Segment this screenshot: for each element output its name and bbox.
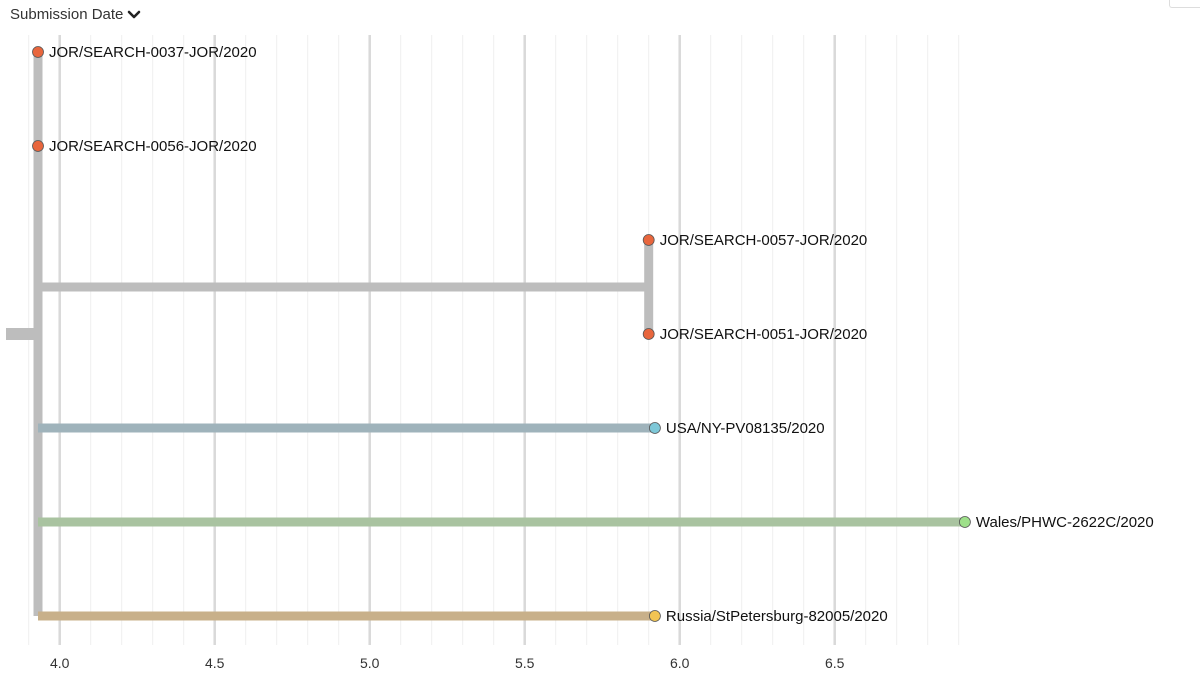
tip-node[interactable] [642,328,655,340]
tip-label: USA/NY-PV08135/2020 [666,420,825,437]
x-axis-ticks: 4.0 4.5 5.0 5.5 6.0 6.5 [50,655,845,671]
tip-label: Wales/PHWC-2622C/2020 [976,514,1154,531]
x-tick-label: 4.0 [50,655,70,671]
x-tick-label: 4.5 [205,655,225,671]
x-tick-label: 6.5 [825,655,845,671]
tip-label: JOR/SEARCH-0056-JOR/2020 [49,138,257,155]
x-tick-label: 6.0 [670,655,690,671]
x-tick-label: 5.0 [360,655,380,671]
tree-tips: JOR/SEARCH-0037-JOR/2020 JOR/SEARCH-0056-… [32,44,1154,625]
tip-label: JOR/SEARCH-0057-JOR/2020 [660,232,868,249]
tip-node[interactable] [32,46,44,58]
sort-dropdown[interactable]: Submission Date [10,6,141,23]
tip-label: JOR/SEARCH-0037-JOR/2020 [49,44,257,61]
tip-node[interactable] [642,234,655,246]
grid-lines [28,35,960,645]
tip-label: Russia/StPetersburg-82005/2020 [666,608,888,625]
tip-label: JOR/SEARCH-0051-JOR/2020 [660,326,868,343]
panel-corner [1169,0,1200,8]
tip-node[interactable] [649,610,661,622]
tip-node[interactable] [959,516,971,528]
chevron-down-icon [128,10,141,18]
x-tick-label: 5.5 [515,655,535,671]
tip-node[interactable] [649,422,661,434]
sort-label: Submission Date [10,6,124,23]
tip-node[interactable] [32,140,44,152]
